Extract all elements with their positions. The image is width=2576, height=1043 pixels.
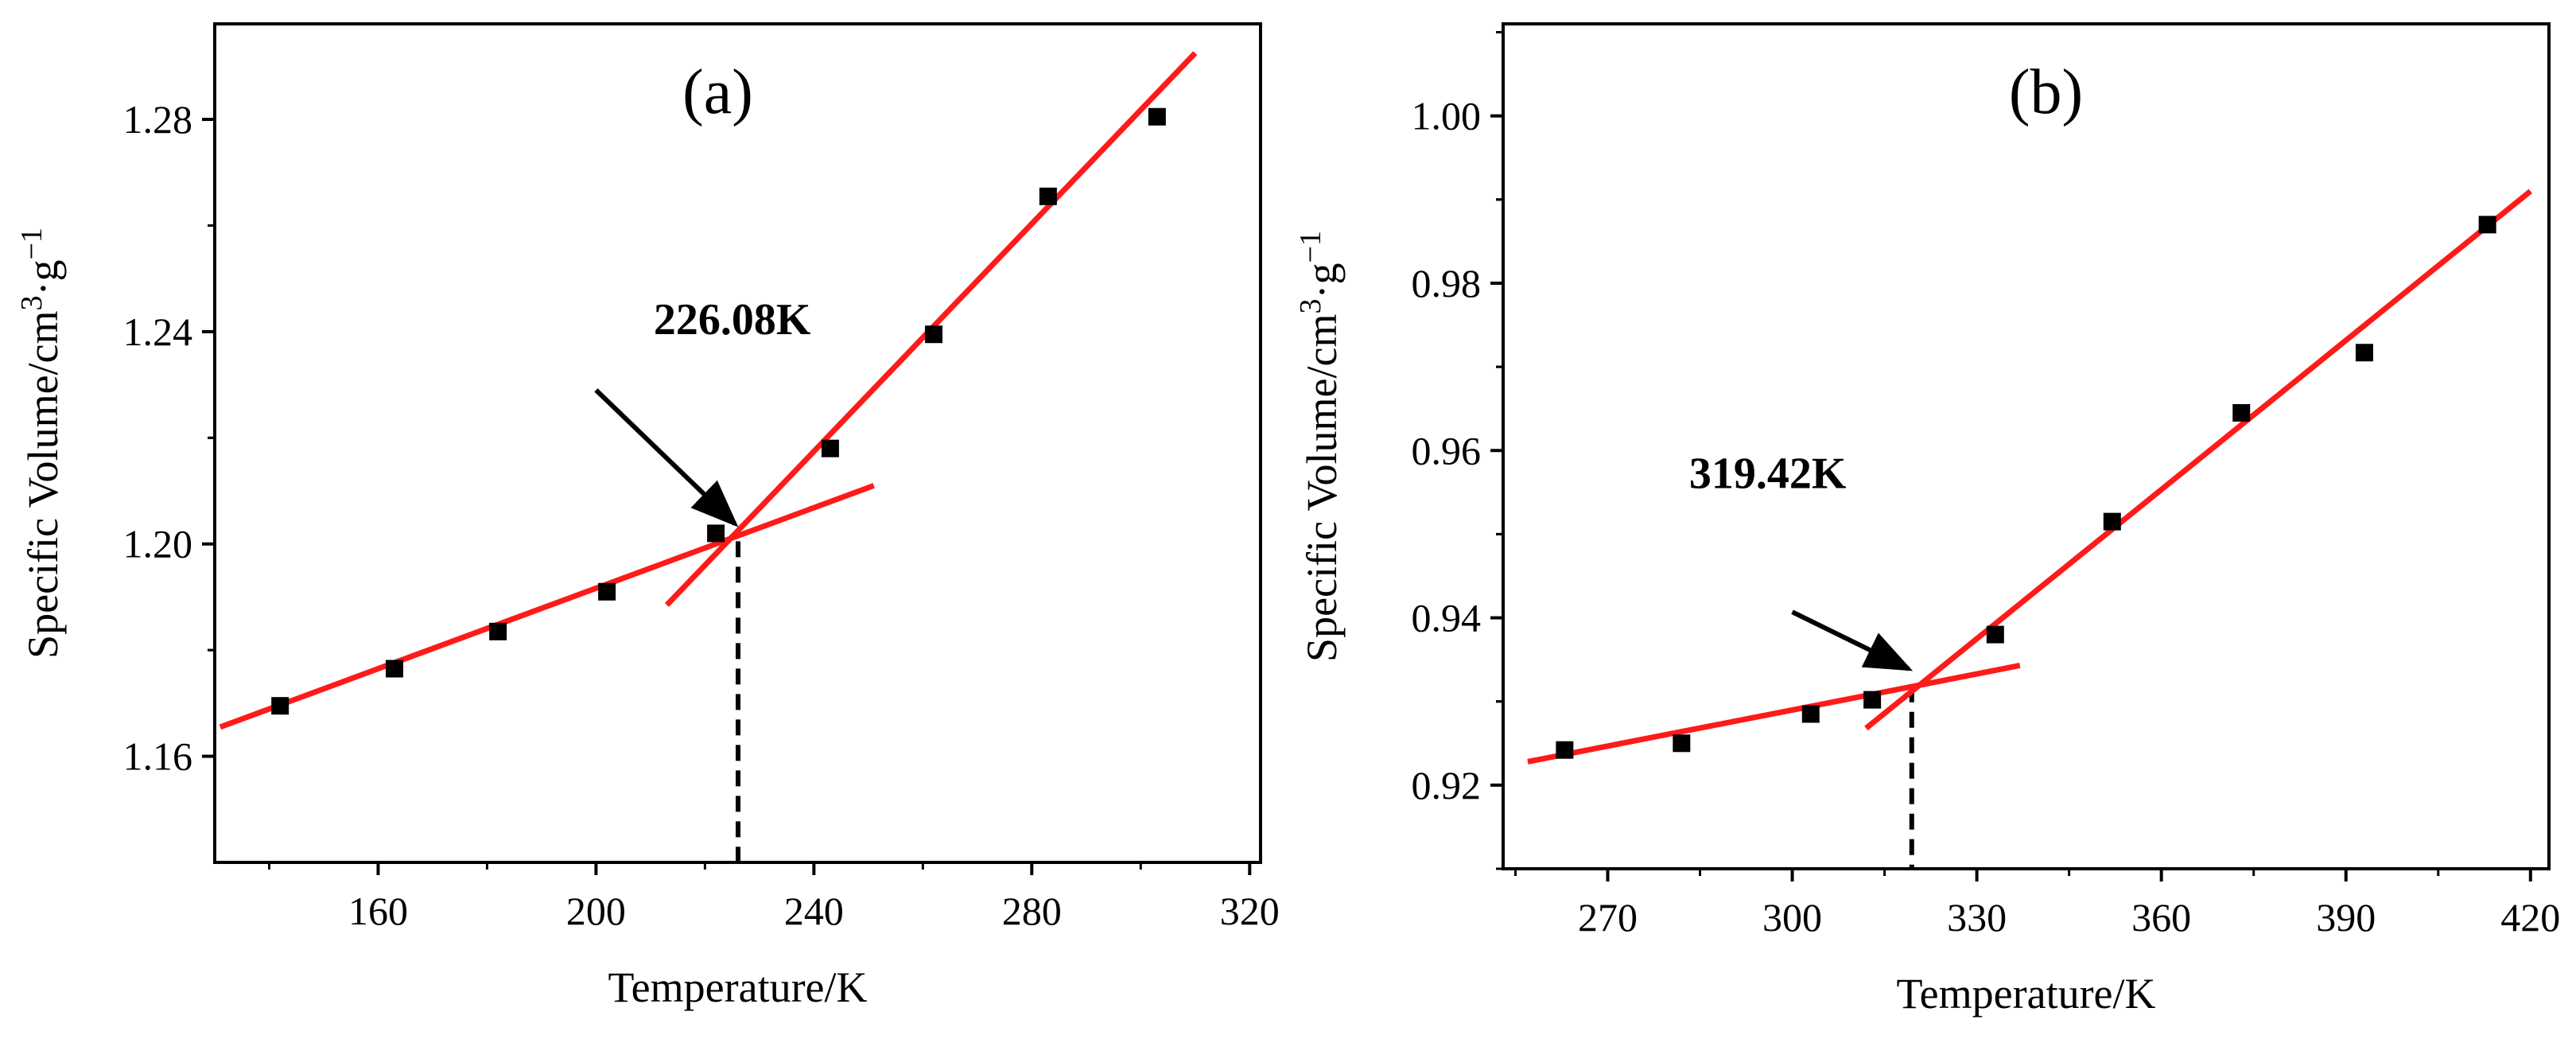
data-point: [1148, 107, 1166, 126]
x-axis-title: Temperature/K: [608, 963, 867, 1011]
y-axis-title-exp2: −1: [1294, 231, 1327, 263]
data-point: [1673, 734, 1691, 753]
panel-b-chart: 270 300 330 360 390 420 0.92 0.94 0.96 0.98 1.00 Te…: [1294, 22, 2560, 1018]
y-tick-label: 1.20: [123, 522, 193, 566]
y-tick-label: 0.96: [1412, 428, 1482, 473]
x-tick-label: 360: [2131, 895, 2191, 940]
data-point: [707, 524, 725, 543]
data-point: [489, 622, 507, 640]
data-point: [821, 439, 839, 457]
data-point: [2232, 403, 2251, 422]
panel-a-chart: 160 200 240 280 320 1.16 1.20 1.24 1.28 Temperatu…: [15, 22, 1280, 1011]
y-axis-title-exp2: −1: [15, 228, 49, 259]
transition-arrow: [594, 388, 739, 527]
glassy-fit-line: [219, 483, 875, 730]
x-tick-label: 160: [348, 889, 408, 933]
x-tick-label: 240: [784, 889, 844, 933]
data-point: [386, 660, 404, 678]
x-tick-label: 330: [1947, 895, 2007, 940]
x-tick-label: 200: [566, 889, 626, 933]
y-tick-label: 0.94: [1412, 596, 1482, 640]
y-axis-title-base: Specific Volume/cm: [19, 310, 67, 658]
y-axis-title-mid: ·g: [19, 260, 67, 296]
data-point: [598, 582, 616, 601]
y-tick-label: 0.98: [1412, 261, 1482, 306]
x-axis-title: Temperature/K: [1896, 970, 2155, 1018]
data-point: [2103, 512, 2121, 531]
transition-arrow: [1791, 609, 1914, 671]
transition-annotation: 226.08K: [654, 295, 811, 344]
data-point: [271, 697, 289, 715]
x-tick-label: 280: [1002, 889, 1062, 933]
glassy-fit-line: [1527, 663, 2021, 765]
y-tick-label: 1.24: [123, 309, 193, 354]
data-point: [2478, 216, 2496, 234]
x-tick-label: 390: [2316, 895, 2376, 940]
panel-label: (b): [2009, 57, 2083, 127]
data-point: [1986, 625, 2004, 644]
transition-annotation: 319.42K: [1689, 450, 1847, 499]
x-tick-label: 270: [1578, 895, 1638, 940]
data-point: [2355, 344, 2373, 362]
y-axis-title-mid: ·g: [1298, 263, 1346, 299]
y-tick-label: 0.92: [1412, 763, 1482, 808]
rubbery-fit-line: [1864, 189, 2532, 731]
y-axis-title: Specific Volume/cm3·g−1: [15, 228, 67, 659]
data-point: [1801, 705, 1820, 723]
y-tick-label: 1.28: [123, 97, 193, 142]
y-axis-title-exp1: 3: [15, 295, 49, 310]
x-tick-label: 300: [1762, 895, 1822, 940]
data-point: [1556, 741, 1574, 759]
panel-label: (a): [682, 57, 753, 127]
data-point: [1039, 187, 1057, 205]
y-tick-label: 1.00: [1412, 94, 1482, 138]
data-point: [1863, 691, 1882, 709]
y-axis-title: Specific Volume/cm3·g−1: [1294, 231, 1346, 662]
x-tick-label: 320: [1220, 889, 1280, 933]
y-tick-label: 1.16: [123, 734, 193, 779]
data-point: [925, 325, 943, 344]
plot-frame: [1502, 22, 2551, 870]
y-axis-title-exp1: 3: [1294, 298, 1327, 313]
x-tick-label: 420: [2500, 895, 2560, 940]
y-axis-title-base: Specific Volume/cm: [1298, 313, 1346, 661]
